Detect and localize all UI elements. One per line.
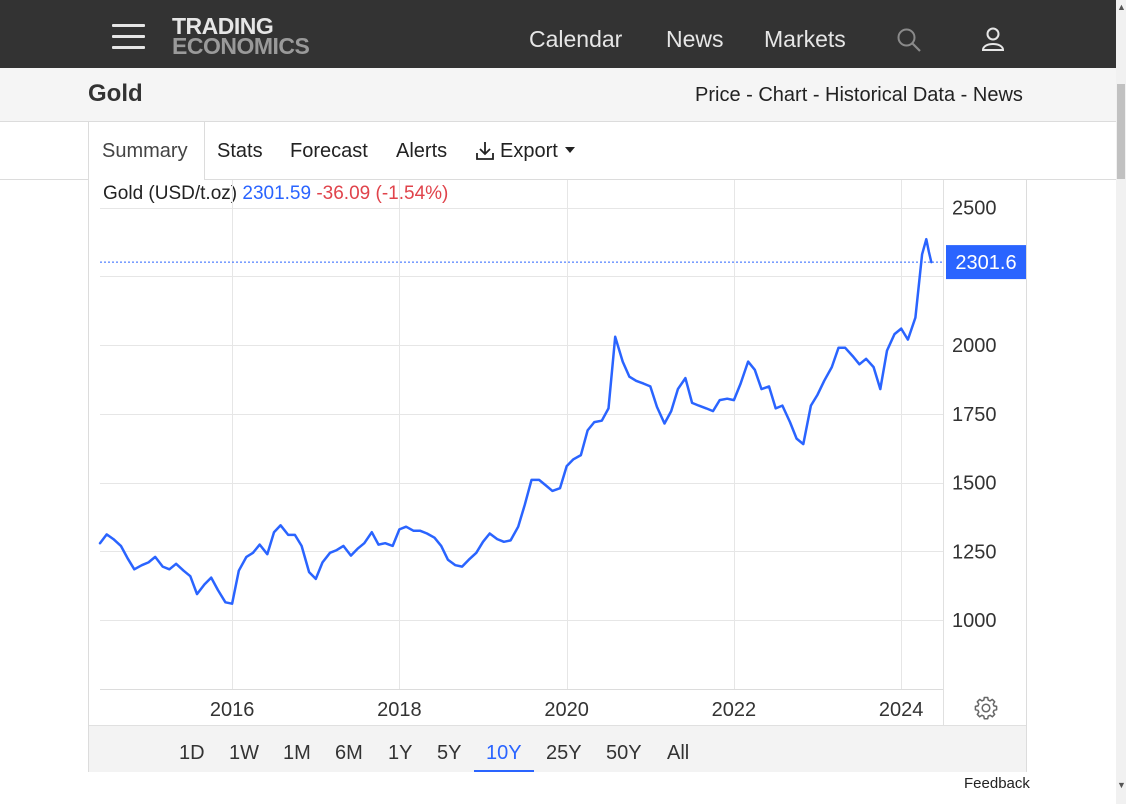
crumb-separator: -: [740, 84, 759, 106]
range-selector: [89, 725, 1026, 772]
legend-change: -36.09 (-1.54%): [316, 183, 449, 204]
crumb-separator: -: [807, 84, 826, 106]
caret-down-icon[interactable]: [564, 146, 576, 154]
x-tick-label: 2018: [377, 699, 422, 721]
range-1d[interactable]: 1D: [179, 742, 205, 764]
y-tick-label: 2500: [952, 198, 997, 220]
range-25y[interactable]: 25Y: [546, 742, 582, 764]
x-tick-label: 2020: [544, 699, 589, 721]
logo-line1: TRADING: [172, 13, 274, 39]
chart-legend: Gold (USD/t.oz) 2301.59 -36.09 (-1.54%): [103, 183, 448, 205]
tab-summary[interactable]: Summary: [102, 140, 188, 162]
last-value-badge: [946, 245, 1026, 280]
range-1y[interactable]: 1Y: [388, 742, 413, 764]
tab-export[interactable]: Export: [500, 140, 558, 162]
last-value-label: 2301.6: [955, 252, 1016, 274]
legend-price: 2301.59: [242, 183, 312, 204]
price-series-line: [98, 237, 933, 605]
legend-name: Gold (USD/t.oz): [103, 183, 238, 204]
y-tick-label: 1500: [952, 473, 997, 495]
x-tick-label: 2024: [879, 699, 924, 721]
range-1w[interactable]: 1W: [229, 742, 259, 764]
menu-icon[interactable]: [112, 24, 145, 50]
range-50y[interactable]: 50Y: [606, 742, 642, 764]
price-chart[interactable]: 1000 1250 1500 1750 2000 2500 2016 2018 2020 2022…: [0, 0, 1116, 725]
y-tick-label: 1750: [952, 404, 997, 426]
nav-news[interactable]: News: [666, 26, 724, 52]
scrollbar-thumb[interactable]: [1117, 84, 1125, 179]
range-6m[interactable]: 6M: [335, 742, 363, 764]
tab-summary-active-bg: [88, 122, 205, 180]
nav-markets[interactable]: Markets: [764, 26, 846, 52]
x-tick-label: 2022: [712, 699, 757, 721]
tab-stats[interactable]: Stats: [217, 140, 263, 162]
crumb-separator: -: [955, 84, 973, 106]
page-title: Gold: [88, 80, 143, 107]
gear-icon[interactable]: [974, 696, 998, 720]
tab-alerts[interactable]: Alerts: [396, 140, 448, 162]
subheader-bar: [0, 68, 1116, 122]
active-range-underline: [474, 770, 534, 772]
tab-forecast[interactable]: Forecast: [290, 140, 368, 162]
crumb-chart[interactable]: Chart: [758, 84, 808, 106]
nav-calendar[interactable]: Calendar: [529, 26, 623, 52]
search-icon[interactable]: [896, 27, 922, 53]
page-scrollbar[interactable]: [1116, 0, 1126, 804]
range-1m[interactable]: 1M: [283, 742, 311, 764]
user-icon[interactable]: [980, 26, 1006, 52]
range-5y[interactable]: 5Y: [437, 742, 462, 764]
scroll-down-icon[interactable]: ▼: [1117, 780, 1126, 790]
logo-line2: ECONOMICS: [172, 33, 310, 59]
crumb-news[interactable]: News: [972, 84, 1023, 106]
y-tick-label: 2000: [952, 335, 997, 357]
crumb-price[interactable]: Price: [695, 84, 741, 106]
y-tick-label: 1250: [952, 541, 997, 563]
feedback-link[interactable]: Feedback: [964, 775, 1030, 792]
top-nav-bar: [0, 0, 1116, 68]
crumb-historical-data[interactable]: Historical Data: [825, 84, 956, 106]
scroll-up-icon[interactable]: ▲: [1117, 2, 1126, 12]
logo[interactable]: TRADING ECONOMICS: [172, 13, 310, 59]
breadcrumb: Price - Chart - Historical Data - News: [695, 84, 1023, 107]
range-10y[interactable]: 10Y: [486, 742, 522, 764]
range-all[interactable]: All: [667, 742, 690, 764]
y-tick-label: 1000: [952, 610, 997, 632]
x-tick-label: 2016: [210, 699, 255, 721]
download-icon[interactable]: [474, 140, 496, 162]
